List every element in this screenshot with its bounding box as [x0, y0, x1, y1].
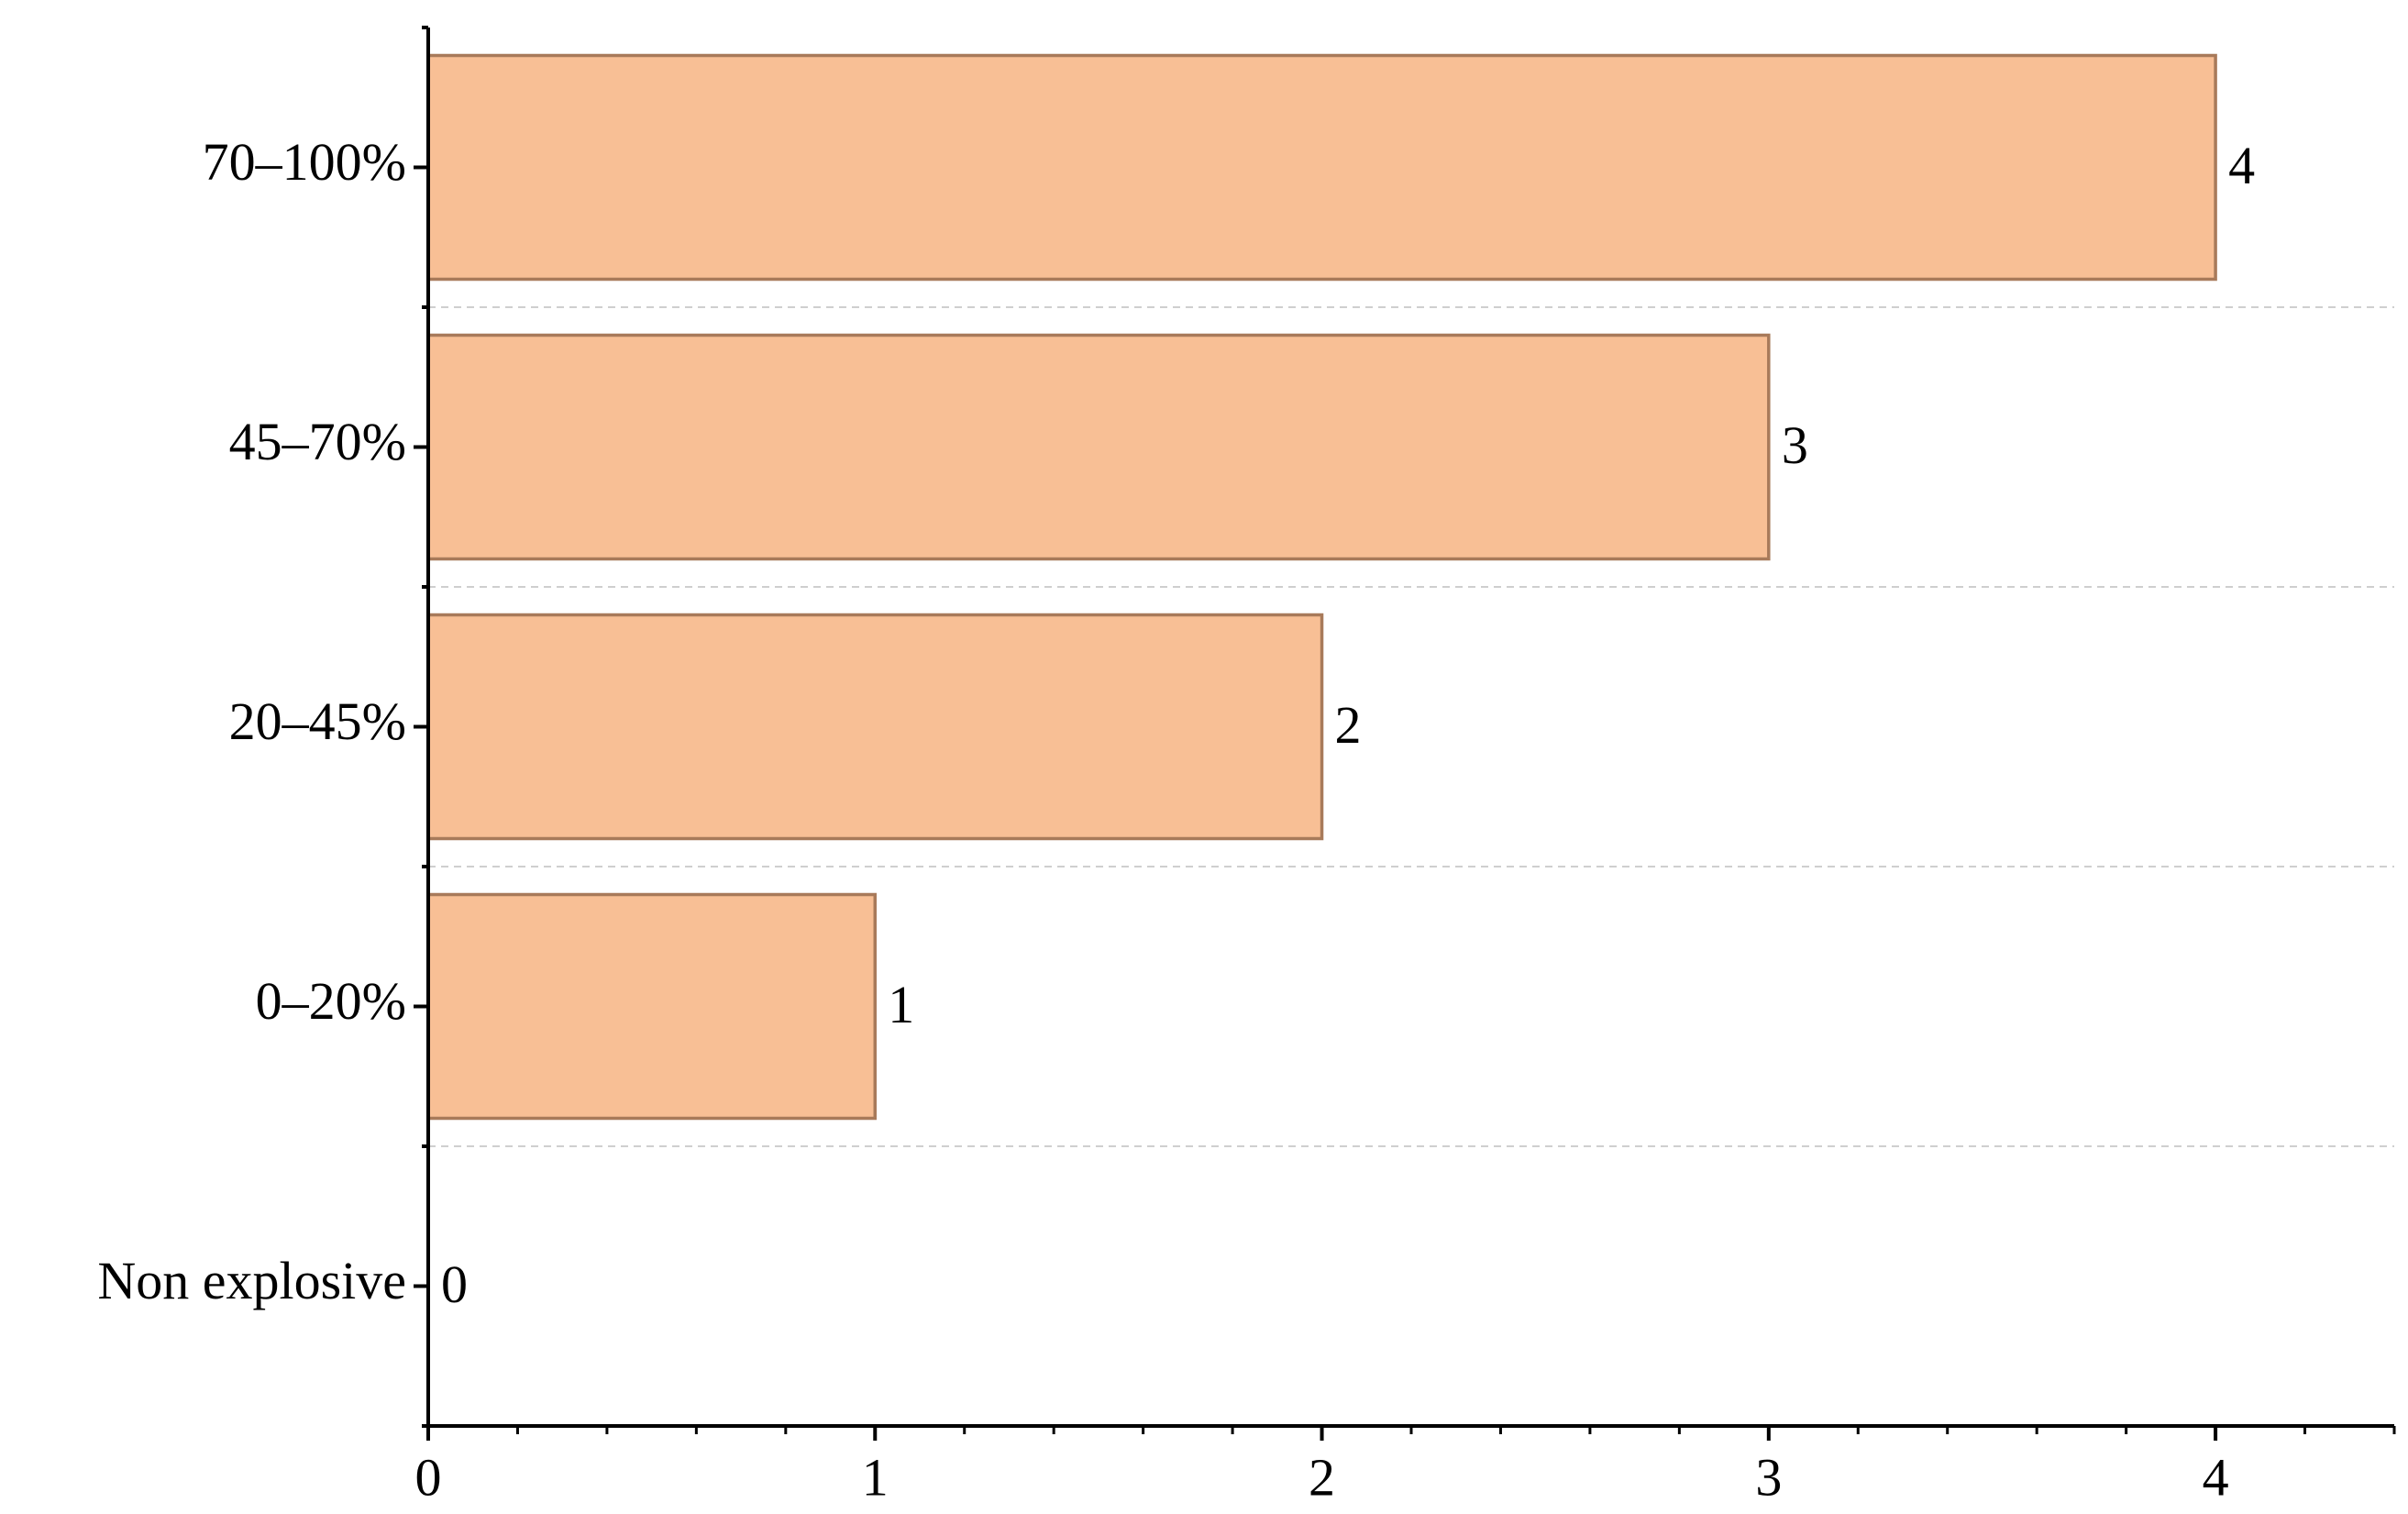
y-tick-label: 45–70%	[229, 412, 406, 471]
value-label: 3	[1782, 415, 1808, 475]
x-tick-label: 4	[2203, 1447, 2229, 1507]
y-tick-label: 0–20%	[256, 971, 406, 1031]
x-tick-label: 3	[1755, 1447, 1782, 1507]
x-tick-label: 1	[862, 1447, 889, 1507]
value-label: 0	[441, 1254, 468, 1314]
x-tick-label: 2	[1309, 1447, 1335, 1507]
y-tick-label: 70–100%	[203, 132, 406, 192]
bar	[426, 53, 2217, 282]
x-tick-label: 0	[415, 1447, 442, 1507]
bar	[426, 613, 1324, 841]
value-label: 2	[1335, 695, 1362, 755]
y-tick-label: Non explosive	[97, 1251, 406, 1310]
bar	[426, 333, 1771, 561]
value-label: 1	[888, 975, 914, 1034]
y-tick-label: 20–45%	[229, 691, 406, 751]
value-label: 4	[2228, 136, 2255, 195]
bar	[426, 892, 878, 1121]
